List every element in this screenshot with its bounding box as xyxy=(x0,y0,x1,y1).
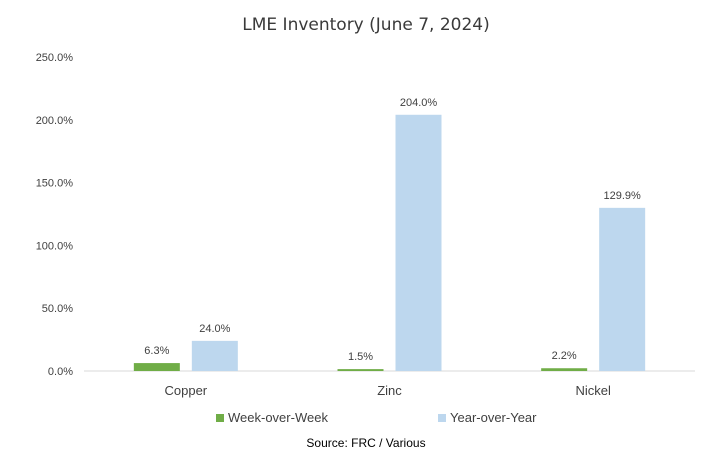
bar-copper-year-over-year xyxy=(191,340,238,371)
y-axis-ticks: 0.0% 50.0% 100.0% 150.0% 200.0% 250.0% xyxy=(36,52,74,378)
category-labels: Copper Zinc Nickel xyxy=(165,383,611,398)
data-label: 6.3% xyxy=(144,345,169,357)
legend-label: Year-over-Year xyxy=(450,410,537,425)
data-label: 204.0% xyxy=(400,97,438,109)
category-label-nickel: Nickel xyxy=(575,383,611,398)
y-tick-label: 100.0% xyxy=(36,240,74,252)
bar-zinc-year-over-year xyxy=(395,114,442,371)
bar-zinc-week-over-week xyxy=(337,369,384,371)
bars-group: 6.3% 24.0% 1.5% 204.0% 2.2% 129.9% xyxy=(133,97,646,371)
y-tick-label: 0.0% xyxy=(48,366,73,378)
y-tick-label: 200.0% xyxy=(36,115,74,127)
data-label: 2.2% xyxy=(552,350,577,362)
bar-nickel-week-over-week xyxy=(541,368,588,371)
y-tick-label: 150.0% xyxy=(36,178,74,190)
data-label: 24.0% xyxy=(199,323,230,335)
data-label: 1.5% xyxy=(348,351,373,363)
legend-swatch xyxy=(216,414,224,422)
data-label: 129.9% xyxy=(604,190,642,202)
bar-nickel-year-over-year xyxy=(599,207,646,371)
legend: Week-over-Week Year-over-Year xyxy=(216,410,537,425)
y-tick-label: 250.0% xyxy=(36,52,74,64)
category-label-zinc: Zinc xyxy=(377,383,402,398)
y-tick-label: 50.0% xyxy=(42,303,73,315)
legend-label: Week-over-Week xyxy=(228,410,328,425)
bar-copper-week-over-week xyxy=(133,363,180,371)
chart-title: LME Inventory (June 7, 2024) xyxy=(242,15,489,35)
legend-swatch xyxy=(438,414,446,422)
source-note: Source: FRC / Various xyxy=(306,436,425,450)
category-label-copper: Copper xyxy=(165,383,208,398)
